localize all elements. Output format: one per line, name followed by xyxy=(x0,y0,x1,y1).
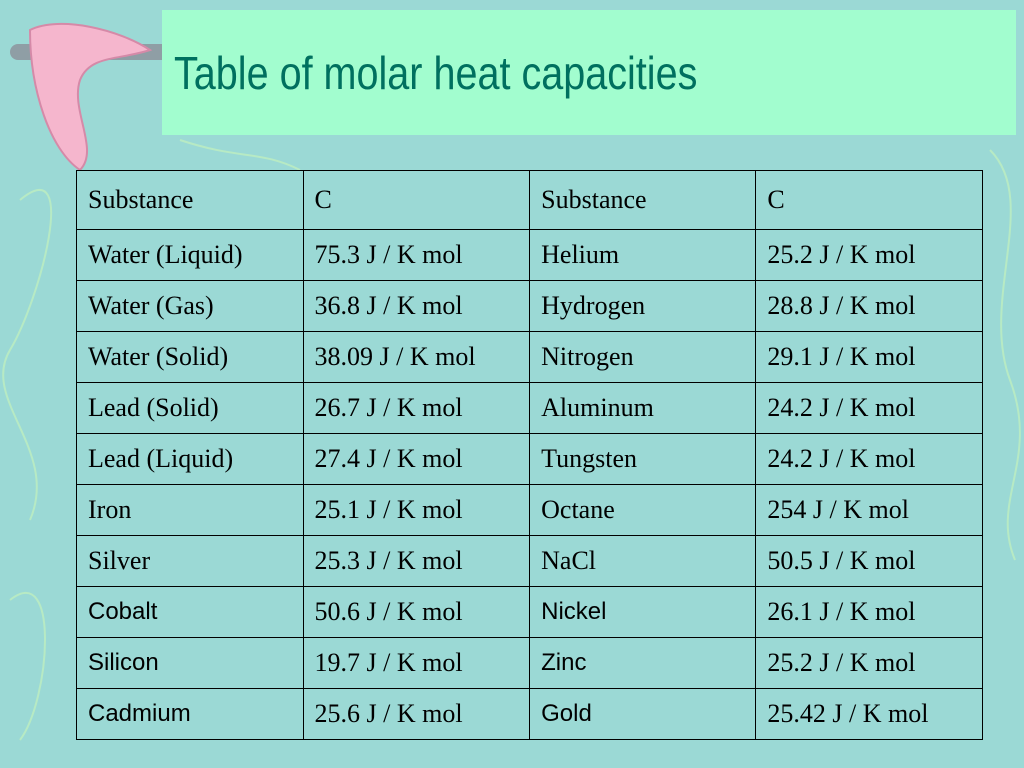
table-cell: 38.09 J / K mol xyxy=(302,331,531,383)
table-cell: Helium xyxy=(529,229,757,281)
table-cell: 28.8 J / K mol xyxy=(755,280,983,332)
squiggle xyxy=(9,591,46,741)
table-row: Silver 25.3 J / K mol NaCl 50.5 J / K mol xyxy=(76,535,983,587)
table-cell: 25.3 J / K mol xyxy=(302,535,531,587)
table-cell: Zinc xyxy=(529,637,757,689)
squiggles xyxy=(2,139,1021,741)
header-cell: Substance xyxy=(529,170,757,230)
table-cell: Silicon xyxy=(76,637,304,689)
table-cell: 25.42 J / K mol xyxy=(755,688,983,740)
header-cell: Substance xyxy=(76,170,304,230)
table-row: Water (Liquid) 75.3 J / K mol Helium 25.2 J… xyxy=(76,229,983,281)
table-cell: Cobalt xyxy=(76,586,304,638)
table-row: Water (Solid) 38.09 J / K mol Nitrogen 29.1… xyxy=(76,331,983,383)
table-cell: Lead (Solid) xyxy=(76,382,304,434)
table-row: Cobalt 50.6 J / K mol Nickel 26.1 J / K mol xyxy=(76,586,983,638)
table-cell: Nitrogen xyxy=(529,331,757,383)
table-cell: Iron xyxy=(76,484,304,536)
boomerang xyxy=(28,22,153,172)
table-cell: 24.2 J / K mol xyxy=(755,433,983,485)
heat-capacity-table: Substance C Substance C Water (Liquid) 75.3 J… xyxy=(76,170,983,740)
table-cell: 29.1 J / K mol xyxy=(755,331,983,383)
table-cell: 36.8 J / K mol xyxy=(302,280,531,332)
table-cell: Gold xyxy=(529,688,757,740)
table-cell: Hydrogen xyxy=(529,280,757,332)
table-cell: Nickel xyxy=(529,586,757,638)
table-cell: 254 J / K mol xyxy=(755,484,983,536)
table-cell: 50.5 J / K mol xyxy=(755,535,983,587)
table-row: Cadmium 25.6 J / K mol Gold 25.42 J / K mol xyxy=(76,688,983,740)
header-cell: C xyxy=(302,170,531,230)
header-cell: C xyxy=(755,170,983,230)
table-cell: 25.2 J / K mol xyxy=(755,229,983,281)
table-cell: 19.7 J / K mol xyxy=(302,637,531,689)
table-row: Iron 25.1 J / K mol Octane 254 J / K mol xyxy=(76,484,983,536)
table-cell: 26.7 J / K mol xyxy=(302,382,531,434)
table-cell: 27.4 J / K mol xyxy=(302,433,531,485)
table-cell: NaCl xyxy=(529,535,757,587)
table-cell: 25.6 J / K mol xyxy=(302,688,531,740)
table-cell: 75.3 J / K mol xyxy=(302,229,531,281)
table-cell: 26.1 J / K mol xyxy=(755,586,983,638)
table-cell: Aluminum xyxy=(529,382,757,434)
table-cell: Lead (Liquid) xyxy=(76,433,304,485)
table-row: Water (Gas) 36.8 J / K mol Hydrogen 28.8 J … xyxy=(76,280,983,332)
table-cell: Silver xyxy=(76,535,304,587)
table-row: Lead (Solid) 26.7 J / K mol Aluminum 24.2 J… xyxy=(76,382,983,434)
squiggle xyxy=(2,189,53,521)
table-row: Lead (Liquid) 27.4 J / K mol Tungsten 24.2 … xyxy=(76,433,983,485)
table-cell: Water (Solid) xyxy=(76,331,304,383)
table-cell: Water (Gas) xyxy=(76,280,304,332)
table-cell: 25.2 J / K mol xyxy=(755,637,983,689)
squiggle xyxy=(989,149,1021,561)
table-cell: 25.1 J / K mol xyxy=(302,484,531,536)
table-cell: 50.6 J / K mol xyxy=(302,586,531,638)
squiggle xyxy=(179,139,301,171)
table-row: Silicon 19.7 J / K mol Zinc 25.2 J / K mol xyxy=(76,637,983,689)
table-cell: Octane xyxy=(529,484,757,536)
table-cell: Water (Liquid) xyxy=(76,229,304,281)
slide-title: Table of molar heat capacities xyxy=(174,47,698,99)
table-cell: Tungsten xyxy=(529,433,757,485)
header-row: Substance C Substance C xyxy=(76,170,983,230)
table-cell: 24.2 J / K mol xyxy=(755,382,983,434)
table-cell: Cadmium xyxy=(76,688,304,740)
title-box: Table of molar heat capacities xyxy=(162,10,1016,135)
